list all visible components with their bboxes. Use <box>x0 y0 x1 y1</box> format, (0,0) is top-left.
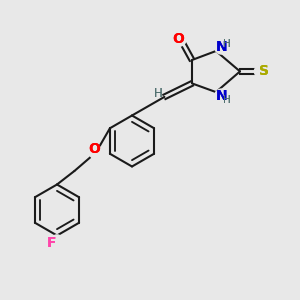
Text: H: H <box>153 87 162 101</box>
Circle shape <box>254 65 268 78</box>
Text: H: H <box>223 94 230 105</box>
Text: S: S <box>259 64 269 78</box>
Text: N: N <box>216 89 227 103</box>
Circle shape <box>215 41 228 54</box>
Text: F: F <box>47 236 56 250</box>
Text: H: H <box>153 87 162 101</box>
Text: N: N <box>216 40 227 54</box>
Text: O: O <box>88 142 101 156</box>
Text: N: N <box>216 89 227 103</box>
Text: F: F <box>47 236 56 250</box>
Text: S: S <box>259 64 269 78</box>
Text: H: H <box>223 94 230 105</box>
Text: O: O <box>172 32 184 46</box>
Text: H: H <box>223 39 230 50</box>
Text: O: O <box>172 32 184 46</box>
Circle shape <box>89 146 103 159</box>
Text: H: H <box>223 39 230 50</box>
Circle shape <box>215 89 228 102</box>
Circle shape <box>50 235 64 248</box>
Text: N: N <box>216 40 227 54</box>
Text: O: O <box>88 142 101 156</box>
Circle shape <box>173 33 186 46</box>
